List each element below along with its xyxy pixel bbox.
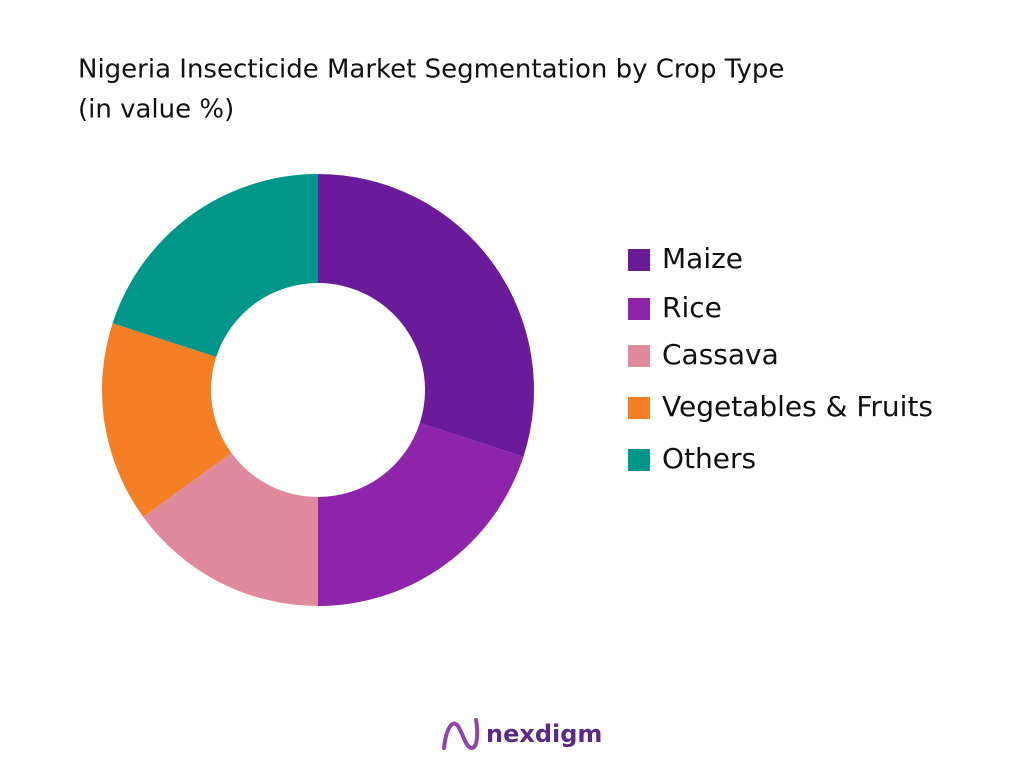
chart-title: Nigeria Insecticide Market Segmentation … — [78, 55, 784, 85]
legend-swatch — [628, 298, 650, 320]
logo-icon — [442, 718, 480, 751]
slice — [143, 452, 318, 606]
legend-label: Maize — [662, 242, 743, 275]
legend-label: Rice — [662, 291, 722, 324]
slice — [318, 174, 534, 457]
legend-label: Cassava — [662, 338, 779, 371]
legend-swatch — [628, 249, 650, 271]
chart-subtitle: (in value %) — [78, 95, 234, 125]
legend-swatch — [628, 397, 650, 419]
legend-label: Others — [662, 442, 756, 475]
slice — [112, 174, 318, 357]
slice — [318, 423, 524, 606]
brand-name: nexdigm — [486, 720, 602, 748]
legend-label: Vegetables & Fruits — [662, 390, 933, 423]
legend-swatch — [628, 345, 650, 367]
brand-logo: nexdigm — [442, 718, 602, 751]
slice — [102, 323, 232, 517]
legend-swatch — [628, 449, 650, 471]
